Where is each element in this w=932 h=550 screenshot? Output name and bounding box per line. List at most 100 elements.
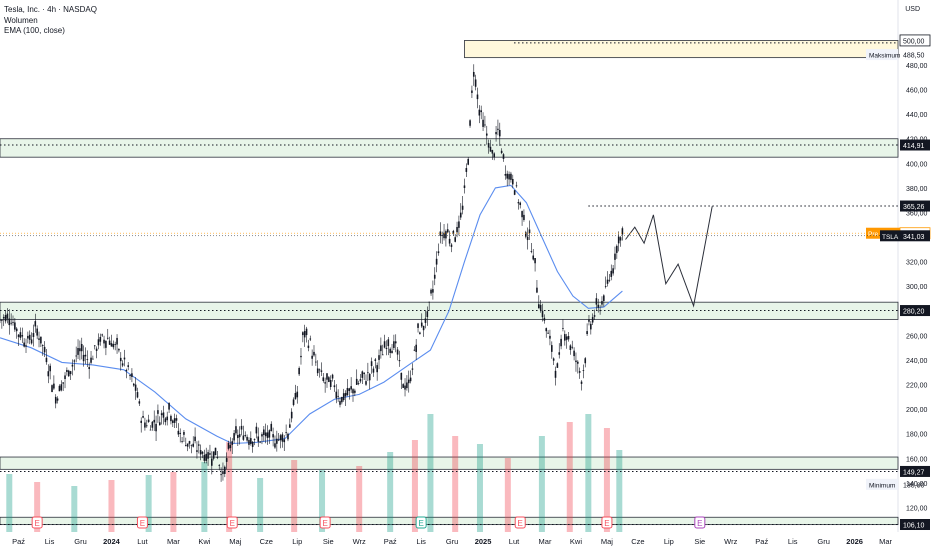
candle-body bbox=[510, 173, 512, 180]
candle-body bbox=[311, 355, 313, 359]
candle-body bbox=[238, 434, 241, 438]
candle-body bbox=[616, 245, 618, 253]
candle-body bbox=[564, 334, 566, 341]
candle-body bbox=[452, 230, 455, 235]
x-tick-label: 2026 bbox=[846, 537, 863, 546]
candle-body bbox=[237, 435, 239, 439]
volume-indicator-label[interactable]: Wolumen bbox=[4, 15, 38, 25]
earnings-marker bbox=[694, 516, 706, 529]
candle-body bbox=[519, 202, 522, 206]
candle-body bbox=[179, 432, 182, 434]
candle-body bbox=[456, 226, 458, 233]
y-tick-label: 260,00 bbox=[906, 333, 928, 340]
candle-body bbox=[407, 379, 410, 384]
candle-body bbox=[276, 438, 278, 444]
currency-label[interactable]: USD bbox=[905, 6, 920, 13]
candle-body bbox=[266, 432, 269, 438]
candle-body bbox=[1, 320, 3, 321]
earnings-marker bbox=[31, 516, 43, 529]
candle-body bbox=[21, 335, 24, 337]
zone-rect-1 bbox=[0, 138, 899, 158]
candle-body bbox=[446, 229, 449, 233]
candle-body bbox=[188, 441, 191, 444]
candle-body bbox=[12, 322, 14, 323]
candle-body bbox=[0, 319, 1, 321]
candle-body bbox=[428, 301, 430, 303]
candle-body bbox=[331, 374, 334, 379]
x-tick-label: 2025 bbox=[475, 537, 492, 546]
y-tick-label: 360,00 bbox=[906, 210, 928, 217]
candle-body bbox=[391, 350, 393, 354]
candle-body bbox=[153, 419, 156, 423]
candle-body bbox=[577, 361, 579, 364]
price-label: 149,27 bbox=[903, 469, 925, 476]
volume-bar bbox=[504, 458, 511, 532]
candle-body bbox=[205, 453, 208, 461]
x-tick-label: Lis bbox=[416, 537, 426, 546]
candle-body bbox=[181, 441, 183, 442]
price-label: 280,20 bbox=[903, 309, 925, 316]
candle-body bbox=[125, 369, 128, 372]
candle-body bbox=[547, 332, 549, 334]
candle-body bbox=[62, 382, 64, 384]
candle-body bbox=[359, 379, 362, 382]
candle-body bbox=[571, 346, 574, 348]
candle-body bbox=[92, 358, 94, 360]
zone-rect-4 bbox=[0, 516, 899, 526]
candle-body bbox=[493, 153, 496, 158]
candle-body bbox=[432, 289, 434, 293]
candle-body bbox=[445, 231, 447, 239]
ema-indicator-label[interactable]: EMA (100, close) bbox=[4, 26, 65, 35]
x-tick-label: Kwi bbox=[570, 537, 582, 546]
candle-body bbox=[25, 345, 27, 347]
y-tick-label: 380,00 bbox=[906, 186, 928, 193]
chart-legend: Tesla, Inc. · 4h · NASDAQ Wolumen EMA (1… bbox=[4, 5, 97, 37]
candle-body bbox=[333, 385, 336, 388]
candle-body bbox=[567, 336, 570, 340]
candle-body bbox=[298, 368, 300, 375]
candle-body bbox=[34, 321, 37, 327]
candle-body bbox=[118, 349, 120, 351]
candle-body bbox=[478, 109, 481, 116]
x-tick-label: Lip bbox=[664, 537, 674, 546]
price-label: 106,10 bbox=[903, 523, 925, 530]
candle-body bbox=[580, 381, 583, 384]
volume-bar bbox=[585, 414, 592, 532]
candle-body bbox=[171, 420, 174, 423]
candle-body bbox=[448, 238, 451, 244]
candle-body bbox=[80, 343, 83, 352]
candle-body bbox=[251, 441, 254, 447]
candle-body bbox=[500, 150, 503, 154]
symbol-title[interactable]: Tesla, Inc. · 4h · NASDAQ bbox=[4, 5, 97, 14]
candle-body bbox=[123, 357, 126, 360]
x-tick-label: Paź bbox=[755, 537, 768, 546]
candle-body bbox=[149, 429, 152, 431]
candle-body bbox=[465, 168, 468, 172]
earnings-marker bbox=[415, 516, 427, 529]
candle-body bbox=[368, 373, 371, 381]
candle-body bbox=[214, 447, 217, 456]
candle-body bbox=[601, 301, 603, 305]
projection-path bbox=[625, 206, 713, 308]
volume-bar bbox=[356, 466, 363, 532]
candle-body bbox=[58, 385, 61, 392]
x-tick-label: Gru bbox=[446, 537, 459, 546]
candle-body bbox=[485, 133, 488, 136]
candle-body bbox=[443, 232, 445, 239]
candle-body bbox=[95, 348, 98, 351]
candle-body bbox=[365, 381, 367, 385]
x-tick-label: Sie bbox=[323, 537, 334, 546]
candle-body bbox=[218, 464, 221, 466]
candle-body bbox=[372, 368, 375, 373]
x-tick-label: Sie bbox=[694, 537, 705, 546]
candle-body bbox=[528, 229, 531, 234]
candle-body bbox=[134, 384, 137, 391]
candle-body bbox=[406, 382, 408, 389]
candle-body bbox=[538, 304, 540, 309]
candle-body bbox=[261, 434, 263, 437]
candle-body bbox=[554, 370, 557, 378]
candle-body bbox=[211, 458, 213, 466]
candle-body bbox=[140, 420, 143, 423]
